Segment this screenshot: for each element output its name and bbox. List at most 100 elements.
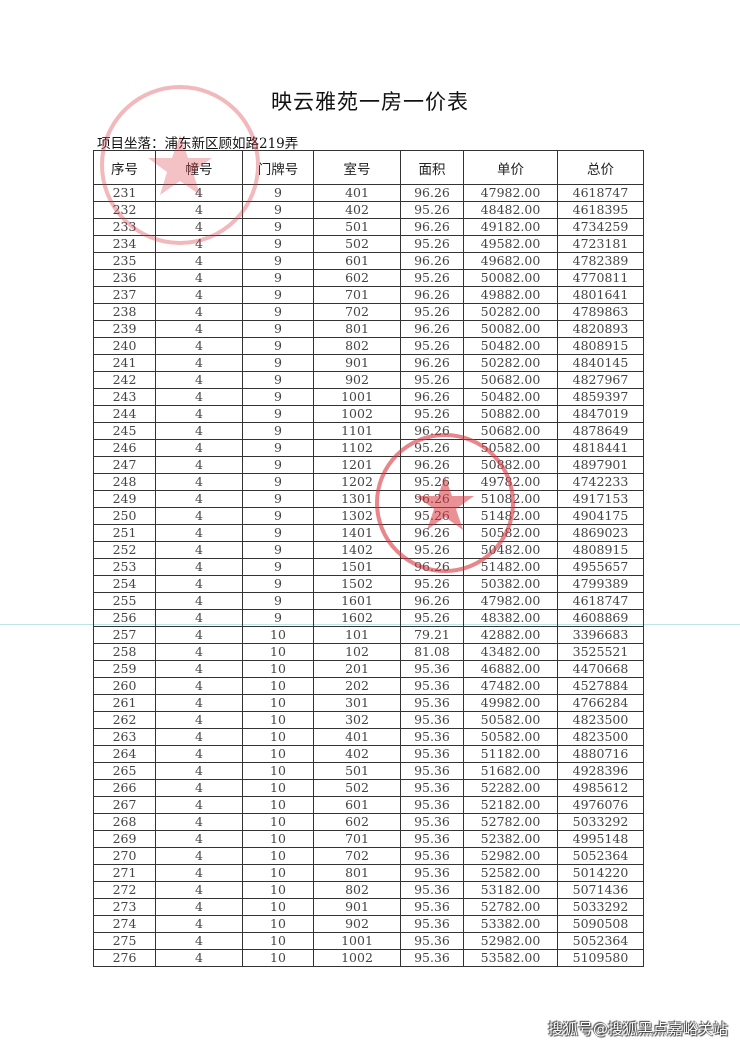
table-row: 273 4 10 901 95.36 52782.00 5033292 [93, 898, 644, 916]
table-cell: 79.21 [400, 626, 464, 644]
table-cell: 9 [242, 252, 314, 270]
table-row: 247 4 9 1201 96.26 50882.00 4897901 [93, 456, 644, 474]
table-cell: 258 [93, 643, 156, 661]
table-cell: 4823500 [557, 728, 644, 746]
table-cell: 4 [155, 303, 243, 321]
table-cell: 4734259 [557, 218, 644, 236]
table-cell: 46882.00 [463, 660, 558, 678]
table-cell: 95.26 [400, 235, 464, 253]
table-cell: 10 [242, 949, 314, 967]
table-cell: 50282.00 [463, 354, 558, 372]
table-cell: 10 [242, 796, 314, 814]
table-cell: 4976076 [557, 796, 644, 814]
table-cell: 268 [93, 813, 156, 831]
table-row: 260 4 10 202 95.36 47482.00 4527884 [93, 677, 644, 695]
table-cell: 1101 [313, 422, 401, 440]
table-cell: 251 [93, 524, 156, 542]
table-cell: 250 [93, 507, 156, 525]
table-cell: 95.36 [400, 813, 464, 831]
table-cell: 802 [313, 881, 401, 899]
table-cell: 4766284 [557, 694, 644, 712]
table-cell: 10 [242, 779, 314, 797]
table-cell: 262 [93, 711, 156, 729]
table-cell: 95.26 [400, 201, 464, 219]
table-cell: 95.36 [400, 932, 464, 950]
table-cell: 4820893 [557, 320, 644, 338]
table-row: 237 4 9 701 96.26 49882.00 4801641 [93, 286, 644, 304]
table-row: 240 4 9 802 95.26 50482.00 4808915 [93, 337, 644, 355]
table-cell: 4 [155, 745, 243, 763]
table-cell: 96.26 [400, 320, 464, 338]
table-cell: 50682.00 [463, 422, 558, 440]
table-cell: 95.36 [400, 779, 464, 797]
table-cell: 51682.00 [463, 762, 558, 780]
table-cell: 601 [313, 796, 401, 814]
table-cell: 49982.00 [463, 694, 558, 712]
table-cell: 47482.00 [463, 677, 558, 695]
table-cell: 9 [242, 507, 314, 525]
table-cell: 4847019 [557, 405, 644, 423]
table-cell: 96.26 [400, 422, 464, 440]
table-cell: 4 [155, 711, 243, 729]
table-cell: 502 [313, 235, 401, 253]
table-cell: 4 [155, 830, 243, 848]
column-header: 门牌号 [242, 150, 314, 185]
table-cell: 4 [155, 456, 243, 474]
table-cell: 4818441 [557, 439, 644, 457]
table-cell: 102 [313, 643, 401, 661]
table-cell: 5071436 [557, 881, 644, 899]
table-cell: 48482.00 [463, 201, 558, 219]
table-cell: 5052364 [557, 932, 644, 950]
table-cell: 4808915 [557, 337, 644, 355]
table-cell: 50482.00 [463, 541, 558, 559]
table-cell: 50682.00 [463, 371, 558, 389]
table-cell: 4808915 [557, 541, 644, 559]
table-cell: 3525521 [557, 643, 644, 661]
table-cell: 51482.00 [463, 558, 558, 576]
table-cell: 256 [93, 609, 156, 627]
table-cell: 9 [242, 286, 314, 304]
table-cell: 95.36 [400, 864, 464, 882]
table-row: 248 4 9 1202 95.26 49782.00 4742233 [93, 473, 644, 491]
table-cell: 5033292 [557, 813, 644, 831]
table-row: 243 4 9 1001 96.26 50482.00 4859397 [93, 388, 644, 406]
table-cell: 901 [313, 898, 401, 916]
table-cell: 52982.00 [463, 932, 558, 950]
table-cell: 52382.00 [463, 830, 558, 848]
table-cell: 4880716 [557, 745, 644, 763]
table-cell: 52282.00 [463, 779, 558, 797]
table-row: 265 4 10 501 95.36 51682.00 4928396 [93, 762, 644, 780]
table-cell: 95.36 [400, 677, 464, 695]
table-cell: 201 [313, 660, 401, 678]
table-cell: 52782.00 [463, 813, 558, 831]
table-cell: 9 [242, 320, 314, 338]
table-cell: 50582.00 [463, 524, 558, 542]
table-cell: 4827967 [557, 371, 644, 389]
table-cell: 260 [93, 677, 156, 695]
table-cell: 402 [313, 745, 401, 763]
table-row: 232 4 9 402 95.26 48482.00 4618395 [93, 201, 644, 219]
watermark: 搜狐号@搜狐黑点嘉峪关站 [548, 1020, 729, 1038]
table-cell: 244 [93, 405, 156, 423]
table-cell: 255 [93, 592, 156, 610]
table-cell: 53582.00 [463, 949, 558, 967]
table-cell: 5090508 [557, 915, 644, 933]
table-row: 234 4 9 502 95.26 49582.00 4723181 [93, 235, 644, 253]
table-cell: 702 [313, 847, 401, 865]
table-cell: 233 [93, 218, 156, 236]
table-cell: 5109580 [557, 949, 644, 967]
table-cell: 4928396 [557, 762, 644, 780]
table-cell: 95.26 [400, 439, 464, 457]
table-cell: 95.26 [400, 541, 464, 559]
table-cell: 1001 [313, 932, 401, 950]
table-cell: 49582.00 [463, 235, 558, 253]
table-cell: 9 [242, 592, 314, 610]
table-row: 258 4 10 102 81.08 43482.00 3525521 [93, 643, 644, 661]
table-cell: 4840145 [557, 354, 644, 372]
table-cell: 5014220 [557, 864, 644, 882]
table-cell: 4742233 [557, 473, 644, 491]
table-cell: 237 [93, 286, 156, 304]
table-row: 235 4 9 601 96.26 49682.00 4782389 [93, 252, 644, 270]
table-cell: 4 [155, 847, 243, 865]
table-cell: 1602 [313, 609, 401, 627]
